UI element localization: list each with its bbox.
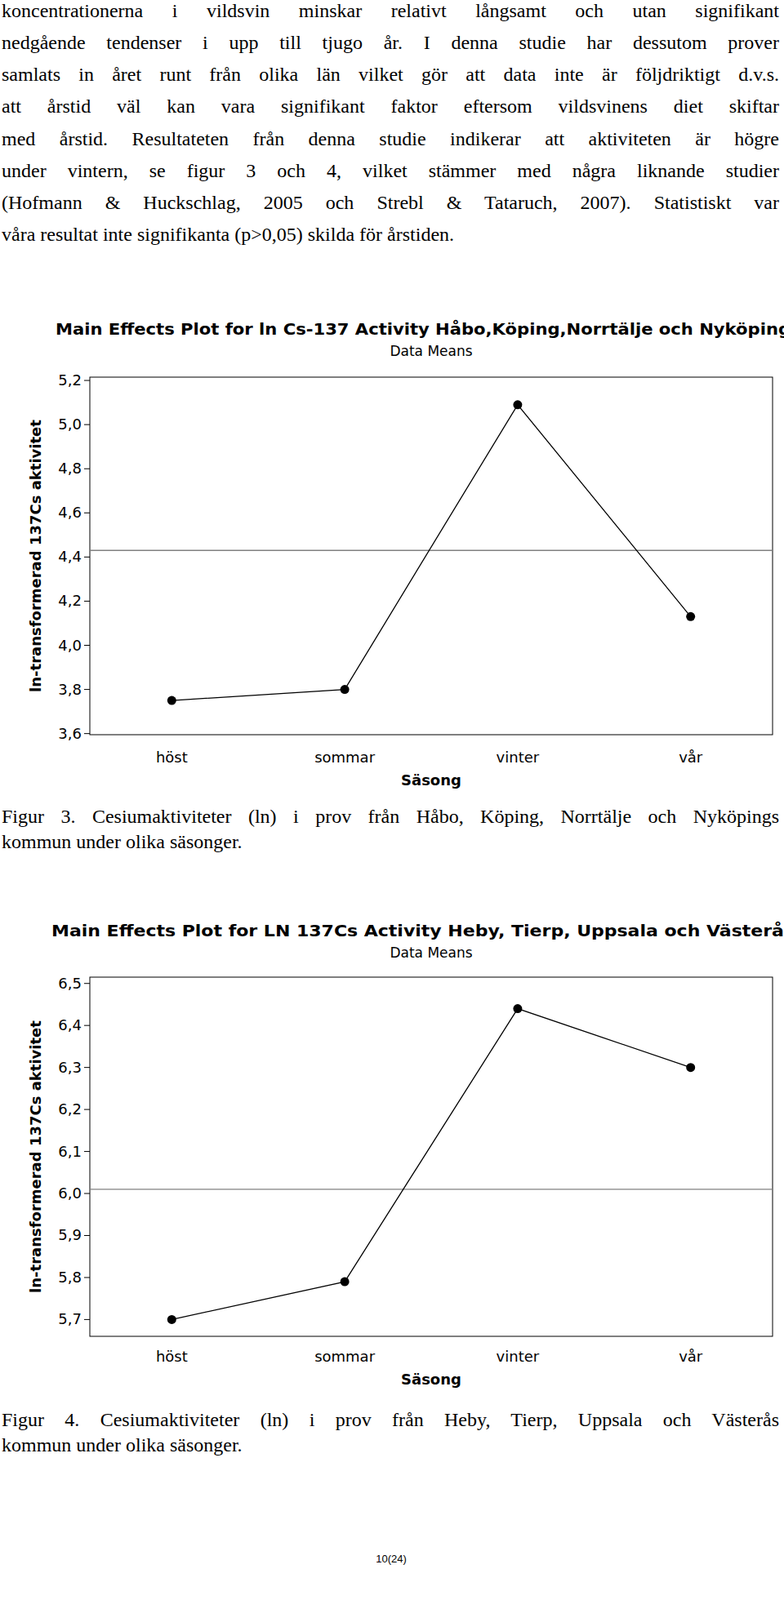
paragraph-line: koncentrationerna i vildsvin minskar rel… [1,0,780,23]
mean-line [89,1189,773,1190]
y-tick-label: 4,0 [57,637,82,655]
data-point [686,612,695,622]
paragraph-line: med årstid. Resultateten från denna stud… [1,127,780,151]
data-point [167,696,177,706]
y-tick [84,1319,90,1321]
y-tick-label: 4,8 [57,459,82,477]
figure-caption: Figur 4. Cesiumaktiviteter (ln) i prov f… [1,1408,780,1432]
y-tick-label: 6,0 [57,1184,82,1203]
y-tick [84,1235,90,1237]
chart-title: Main Effects Plot for ln Cs-137 Activity… [55,319,784,339]
y-axis-label: ln-transformerad 137Cs aktivitet [26,419,45,693]
y-tick-label: 6,5 [57,975,82,993]
x-axis-label: Säsong [400,771,462,789]
x-axis-label: Säsong [400,1371,462,1389]
paragraph-line: samlats in året runt från olika län vilk… [1,62,780,86]
y-tick [84,1025,90,1027]
data-point [686,1063,695,1073]
plot-frame [89,377,773,735]
chart-subtitle: Data Means [389,944,473,962]
y-tick-label: 4,2 [57,592,82,610]
data-point [512,400,522,410]
page-number: 10(24) [0,1553,783,1566]
y-tick [84,689,90,691]
data-point [512,1004,522,1014]
figure-caption: kommun under olika säsonger. [1,1434,780,1457]
x-tick-label: sommar [314,1348,375,1366]
mean-line [89,550,773,552]
plot-frame [89,977,773,1337]
paragraph-line: (Hofmann & Huckschlag, 2005 och Strebl &… [1,191,780,214]
y-tick [84,645,90,646]
y-tick-label: 5,8 [57,1269,82,1287]
y-tick [84,601,90,602]
figure-caption: Figur 3. Cesiumaktiviteter (ln) i prov f… [1,805,780,829]
paragraph-line: våra resultat inte signifikanta (p>0,05)… [1,222,780,246]
y-tick [84,556,90,558]
y-tick-label: 3,6 [57,725,82,743]
y-tick [84,1109,90,1111]
chart-subtitle: Data Means [389,343,473,360]
y-axis-label: ln-transformerad 137Cs aktivitet [26,1020,45,1294]
y-tick [84,512,90,514]
chart-title: Main Effects Plot for LN 137Cs Activity … [51,921,784,941]
y-tick [84,1151,90,1153]
y-tick-label: 5,7 [57,1310,82,1328]
x-tick-label: sommar [314,748,375,767]
figure-caption: kommun under olika säsonger. [1,830,780,854]
chart: Main Effects Plot for LN 137Cs Activity … [26,921,784,1389]
x-tick-label: höst [155,1348,188,1366]
data-line [171,1009,691,1321]
paragraph-line: att årstid väl kan vara signifikant fakt… [1,94,780,118]
y-tick-label: 6,2 [57,1100,82,1119]
y-tick [84,380,90,382]
y-tick-label: 5,9 [57,1226,82,1244]
data-group [89,400,773,705]
data-line [171,405,691,701]
y-tick [84,1277,90,1279]
x-tick-label: höst [155,748,188,767]
paragraph-line: under vintern, se figur 3 och 4, vilket … [1,159,780,183]
data-point [340,1278,350,1288]
x-tick-label: vår [678,1348,704,1366]
y-tick [84,1067,90,1069]
data-point [340,685,350,695]
y-tick-label: 3,8 [57,681,82,699]
data-point [167,1315,177,1325]
y-tick-label: 5,0 [57,415,82,433]
y-tick-label: 6,4 [57,1016,82,1034]
chart: Main Effects Plot for ln Cs-137 Activity… [26,319,784,789]
y-tick [84,983,90,985]
x-tick-label: vinter [496,1348,540,1366]
y-tick [84,733,90,735]
y-tick-label: 6,3 [57,1059,82,1077]
data-group [89,1004,773,1325]
y-tick-label: 5,2 [57,371,82,389]
paragraph-line: nedgående tendenser i upp till tjugo år.… [1,31,780,54]
y-tick [84,468,90,470]
y-tick-label: 6,1 [57,1143,82,1161]
x-tick-label: vinter [496,748,540,767]
y-tick-label: 4,4 [57,547,82,566]
y-tick [84,1193,90,1195]
y-tick [84,424,90,426]
y-tick-label: 4,6 [57,503,82,522]
x-tick-label: vår [678,748,704,767]
charts-canvas: Main Effects Plot for ln Cs-137 Activity… [0,0,784,1600]
